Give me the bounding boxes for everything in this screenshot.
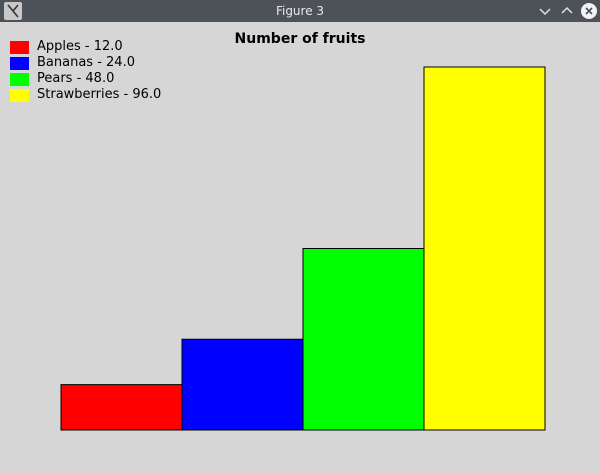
bar-apples	[60, 384, 183, 431]
legend-swatch	[10, 89, 29, 102]
close-icon[interactable]	[580, 2, 598, 20]
bar-bananas	[181, 338, 304, 431]
legend-item: Apples - 12.0	[10, 39, 250, 55]
legend-label: Strawberries - 96.0	[37, 87, 162, 102]
app-icon	[4, 2, 22, 20]
legend-swatch	[10, 57, 29, 70]
chart-title: Number of fruits	[235, 31, 366, 47]
legend-swatch	[10, 73, 29, 86]
legend-label: Bananas - 24.0	[37, 55, 135, 70]
legend-item: Pears - 48.0	[10, 71, 250, 87]
bar-pears	[302, 248, 425, 431]
legend: Apples - 12.0 Bananas - 24.0 Pears - 48.0 S…	[10, 39, 250, 103]
legend-item: Bananas - 24.0	[10, 55, 250, 71]
chevron-up-icon[interactable]	[558, 2, 576, 20]
legend-label: Apples - 12.0	[37, 39, 123, 54]
bar-strawberries	[423, 66, 546, 431]
bars-group	[60, 66, 546, 431]
legend-label: Pears - 48.0	[37, 71, 115, 86]
legend-item: Strawberries - 96.0	[10, 87, 250, 103]
legend-swatch	[10, 41, 29, 54]
chevron-down-icon[interactable]	[536, 2, 554, 20]
title-bar: Figure 3	[0, 0, 600, 22]
plot-area: Number of fruits	[60, 31, 546, 431]
window-title: Figure 3	[275, 4, 325, 18]
